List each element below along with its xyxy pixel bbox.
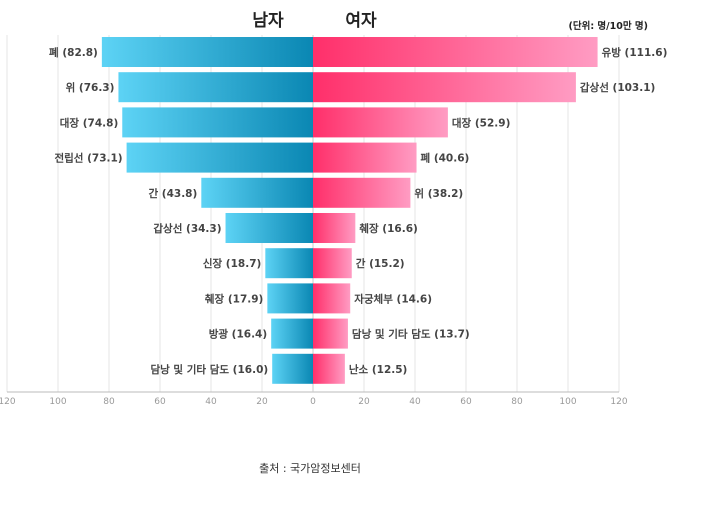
male-bar-label: 갑상선 (34.3) [153, 222, 221, 235]
female-bar [313, 37, 598, 67]
male-bar-label: 전립선 (73.1) [54, 152, 122, 165]
female-bar [313, 353, 345, 384]
label-layer: 폐 (82.8) 위 (76.3) 대장 (74.8) 전립선 (73.1) 간 (43… [49, 46, 667, 376]
x-tick-label: 40 [409, 397, 421, 407]
female-bar-label: 대장 (52.9) [452, 116, 510, 129]
male-bar [271, 318, 313, 349]
female-bar [313, 318, 348, 349]
x-tick-label: 120 [0, 397, 16, 407]
male-bar-label: 췌장 (17.9) [205, 292, 263, 305]
female-bar-label: 췌장 (16.6) [359, 222, 417, 235]
female-bar-label: 갑상선 (103.1) [580, 81, 655, 94]
male-bar [201, 177, 313, 208]
male-bar-label: 담낭 및 기타 담도 (16.0) [150, 363, 268, 376]
x-tick-label: 100 [559, 397, 576, 407]
male-bar [265, 248, 313, 279]
female-bar [313, 107, 448, 138]
female-bar-label: 담낭 및 기타 담도 (13.7) [352, 328, 470, 341]
male-bar-label: 간 (43.8) [148, 187, 197, 200]
x-tick-label: 100 [49, 397, 66, 407]
female-bar [313, 142, 417, 173]
male-bar [126, 142, 313, 173]
x-tick-label: 20 [256, 397, 268, 407]
female-bar-label: 간 (15.2) [356, 257, 405, 270]
x-tick-label: 80 [103, 397, 115, 407]
male-bar [118, 72, 313, 103]
x-tick-label: 120 [610, 397, 627, 407]
male-bar [272, 353, 313, 384]
unit-label: (단위: 명/10만 명) [569, 20, 649, 32]
x-tick-label: 0 [310, 397, 316, 407]
female-bar-label: 난소 (12.5) [349, 363, 407, 376]
male-bar-label: 폐 (82.8) [49, 46, 98, 59]
female-bar [313, 248, 352, 279]
x-tick-label: 40 [205, 397, 217, 407]
tick-layer: 120 100 80 60 40 20 0 20 40 60 80 100 120 [0, 397, 628, 407]
female-bar [313, 283, 351, 314]
source-label: 출처 : 국가암정보센터 [259, 462, 361, 475]
male-bar-label: 위 (76.3) [66, 81, 115, 94]
female-bar [313, 72, 576, 103]
male-bar [225, 213, 313, 243]
male-bar-label: 신장 (18.7) [203, 257, 261, 270]
male-bar [267, 283, 313, 314]
x-tick-label: 60 [154, 397, 166, 407]
x-tick-label: 60 [460, 397, 472, 407]
female-bar-label: 위 (38.2) [414, 187, 463, 200]
bar-layer [101, 37, 598, 384]
male-bar [101, 37, 313, 67]
female-bar-label: 유방 (111.6) [602, 46, 668, 59]
x-tick-label: 80 [511, 397, 523, 407]
male-bar-label: 대장 (74.8) [60, 116, 118, 129]
male-header: 남자 [252, 11, 284, 31]
female-header: 여자 [345, 11, 377, 31]
female-bar [313, 213, 356, 243]
x-tick-label: 20 [358, 397, 370, 407]
male-bar [122, 107, 313, 138]
female-bar-label: 폐 (40.6) [421, 152, 470, 165]
female-bar-label: 자궁체부 (14.6) [354, 292, 432, 305]
male-bar-label: 방광 (16.4) [209, 328, 267, 341]
female-bar [313, 177, 411, 208]
